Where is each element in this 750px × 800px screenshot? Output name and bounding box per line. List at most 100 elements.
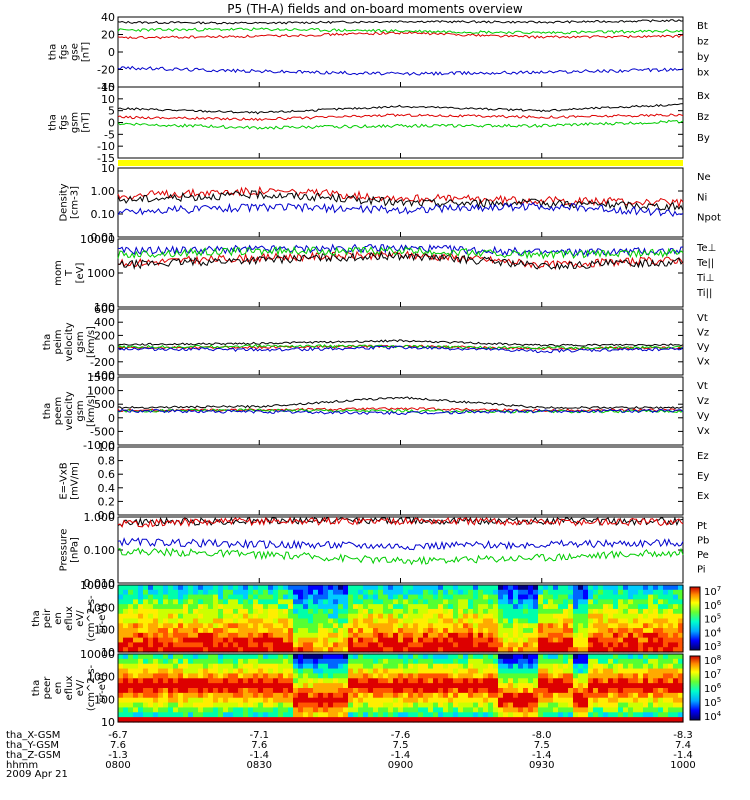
panel-frame	[117, 86, 684, 159]
heatmap-cell	[323, 589, 329, 596]
heatmap-cell	[503, 613, 509, 620]
heatmap-cell	[648, 673, 654, 679]
heatmap-cell	[608, 637, 614, 644]
heatmap-cell	[623, 608, 629, 615]
y-axis-label: gsm	[70, 112, 81, 133]
heatmap-cell	[603, 647, 609, 653]
heatmap-cell	[353, 678, 359, 684]
heatmap-cell	[143, 658, 149, 665]
heatmap-cell	[348, 678, 354, 684]
heatmap-cell	[543, 658, 549, 665]
heatmap-cell	[138, 668, 144, 675]
heatmap-cell	[473, 697, 479, 704]
heatmap-cell	[593, 613, 599, 620]
heatmap-cell	[653, 647, 659, 653]
heatmap-cell	[408, 707, 414, 713]
heatmap-cell	[168, 628, 174, 634]
heatmap-cell	[133, 668, 139, 675]
heatmap-cell	[368, 647, 374, 653]
heatmap-cell	[638, 658, 644, 665]
heatmap-cell	[603, 673, 609, 679]
heatmap-cell	[573, 678, 579, 684]
heatmap-cell	[223, 668, 229, 675]
heatmap-cell	[638, 673, 644, 679]
heatmap-cell	[238, 585, 244, 591]
heatmap-cell	[303, 647, 309, 653]
heatmap-cell	[548, 712, 554, 718]
heatmap-cell	[378, 678, 384, 684]
heatmap-cell	[568, 589, 574, 596]
heatmap-cell	[583, 712, 589, 718]
heatmap-cell	[458, 628, 464, 634]
heatmap-cell	[333, 678, 339, 684]
heatmap-cell	[503, 702, 509, 709]
heatmap-cell	[283, 599, 289, 605]
heatmap-cell	[253, 647, 259, 653]
heatmap-cell	[163, 678, 169, 684]
heatmap-cell	[603, 604, 609, 610]
heatmap-cell	[368, 702, 374, 709]
heatmap-cell	[133, 707, 139, 713]
heatmap-cell	[293, 658, 299, 665]
heatmap-cell	[568, 618, 574, 624]
heatmap-cell	[373, 618, 379, 624]
heatmap-cell	[268, 632, 274, 639]
heatmap-cell	[523, 604, 529, 610]
heatmap-cell	[643, 673, 649, 679]
heatmap-cell	[218, 618, 224, 624]
heatmap-cell	[383, 654, 389, 660]
heatmap-cell	[368, 717, 374, 723]
heatmap-cell	[193, 668, 199, 675]
heatmap-cell	[238, 697, 244, 704]
heatmap-cell	[368, 637, 374, 644]
heatmap-cell	[128, 717, 134, 723]
heatmap-cell	[658, 688, 664, 694]
heatmap-cell	[208, 589, 214, 596]
heatmap-cell	[238, 692, 244, 699]
heatmap-cell	[373, 599, 379, 605]
heatmap-cell	[313, 585, 319, 591]
heatmap-cell	[638, 604, 644, 610]
heatmap-cell	[363, 613, 369, 620]
heatmap-cell	[568, 692, 574, 699]
heatmap-cell	[253, 702, 259, 709]
heatmap-cell	[663, 623, 669, 629]
heatmap-cell	[518, 668, 524, 675]
heatmap-cell	[143, 673, 149, 679]
heatmap-cell	[463, 654, 469, 660]
heatmap-cell	[473, 683, 479, 689]
heatmap-cell	[383, 658, 389, 665]
heatmap-cell	[553, 594, 559, 600]
heatmap-cell	[123, 618, 129, 624]
heatmap-cell	[633, 608, 639, 615]
heatmap-cell	[628, 623, 634, 629]
heatmap-cell	[158, 623, 164, 629]
heatmap-cell	[573, 604, 579, 610]
heatmap-cell	[413, 642, 419, 648]
heatmap-cell	[263, 683, 269, 689]
heatmap-cell	[663, 599, 669, 605]
heatmap-cell	[503, 585, 509, 591]
heatmap-cell	[198, 692, 204, 699]
heatmap-cell	[128, 642, 134, 648]
heatmap-cell	[463, 613, 469, 620]
heatmap-cell	[473, 673, 479, 679]
heatmap-cell	[678, 678, 684, 684]
heatmap-cell	[253, 707, 259, 713]
heatmap-cell	[408, 608, 414, 615]
heatmap-cell	[523, 658, 529, 665]
heatmap-cell	[413, 613, 419, 620]
heatmap-cell	[388, 623, 394, 629]
heatmap-cell	[323, 663, 329, 670]
heatmap-cell	[173, 599, 179, 605]
heatmap-cell	[508, 585, 514, 591]
heatmap-cell	[408, 673, 414, 679]
heatmap-cell	[228, 613, 234, 620]
heatmap-cell	[543, 717, 549, 723]
heatmap-cell	[528, 647, 534, 653]
heatmap-cell	[518, 642, 524, 648]
heatmap-cell	[588, 692, 594, 699]
heatmap-cell	[678, 658, 684, 665]
heatmap-cell	[118, 692, 124, 699]
heatmap-cell	[523, 717, 529, 723]
